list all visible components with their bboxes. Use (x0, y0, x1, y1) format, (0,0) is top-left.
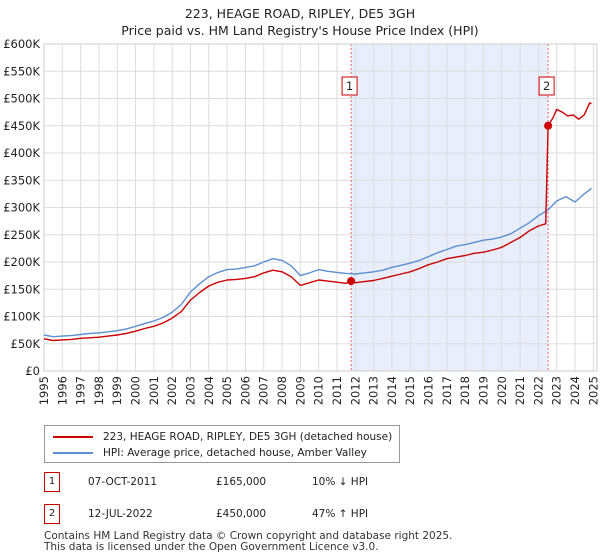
sale-marker-badge: 1 (44, 472, 60, 492)
x-tick-label: 1995 (37, 376, 51, 405)
plot-frame (43, 43, 598, 372)
legend-label-property: 223, HEAGE ROAD, RIPLEY, DE5 3GH (detach… (103, 431, 393, 443)
y-tick-label: £300K (3, 201, 40, 215)
y-tick-label: £0 (25, 364, 40, 378)
x-tick-label: 1999 (110, 376, 124, 405)
x-tick-label: 2024 (568, 376, 582, 405)
y-tick-label: £600K (3, 37, 40, 51)
legend-swatch-hpi (53, 452, 93, 454)
x-tick-label: 2004 (202, 376, 216, 405)
footer-copyright: Contains HM Land Registry data © Crown c… (44, 530, 453, 542)
sale-2-point (544, 121, 553, 130)
price-chart: 1 2 £0 £50K £100K £150K £200K £250K £300K £350K £4… (3, 37, 600, 405)
x-tick-label: 2013 (367, 376, 381, 405)
chart-title: 223, HEAGE ROAD, RIPLEY, DE5 3GH Price p… (0, 5, 600, 39)
sale-price: £165,000 (216, 476, 267, 488)
x-tick-label: 2015 (403, 376, 417, 405)
chart-legend: 223, HEAGE ROAD, RIPLEY, DE5 3GH (detach… (44, 425, 400, 463)
property-series-line (43, 102, 592, 342)
x-tick-label: 2023 (550, 376, 564, 405)
y-tick-label: £350K (3, 173, 40, 187)
x-tick-label: 1997 (74, 376, 88, 405)
sale-marker-badge: 2 (44, 504, 60, 524)
y-tick-label: £200K (3, 255, 40, 269)
y-tick-label: £100K (3, 310, 40, 324)
footer: Contains HM Land Registry data © Crown c… (44, 531, 452, 553)
sale-date: 07-OCT-2011 (88, 476, 157, 488)
x-tick-label: 2022 (531, 376, 545, 405)
chart-title-line1: 223, HEAGE ROAD, RIPLEY, DE5 3GH (184, 6, 416, 21)
x-tick-label: 2002 (165, 376, 179, 405)
sale-date: 12-JUL-2022 (88, 508, 153, 520)
x-tick-label: 2005 (220, 376, 234, 405)
y-tick-label: £550K (3, 64, 40, 78)
x-tick-label: 2000 (129, 376, 143, 405)
x-tick-label: 2001 (147, 376, 161, 405)
footer-licence: This data is licensed under the Open Gov… (44, 541, 379, 553)
x-tick-label: 1998 (92, 376, 106, 405)
sale-price: £450,000 (216, 508, 267, 520)
x-tick-label: 2010 (312, 376, 326, 405)
legend-label-hpi: HPI: Average price, detached house, Ambe… (103, 447, 367, 459)
x-tick-label: 2025 (586, 376, 600, 405)
x-tick-label: 2008 (275, 376, 289, 405)
x-tick-label: 2012 (348, 376, 362, 405)
y-tick-label: £450K (3, 119, 40, 133)
sale-1-badge-label: 1 (346, 79, 353, 93)
x-tick-label: 2018 (458, 376, 472, 405)
sale-hpi-change: 10% ↓ HPI (312, 476, 369, 488)
y-tick-label: £250K (3, 228, 40, 242)
sale-1-badge-box (341, 76, 358, 96)
x-tick-label: 2006 (238, 376, 252, 405)
x-tick-label: 2011 (330, 376, 344, 405)
x-tick-label: 2019 (476, 376, 490, 405)
x-tick-label: 2014 (385, 376, 399, 405)
sale-1-point (347, 277, 356, 286)
y-tick-label: £500K (3, 92, 40, 106)
x-tick-label: 2003 (183, 376, 197, 405)
x-tick-label: 2009 (293, 376, 307, 405)
x-tick-label: 2016 (422, 376, 436, 405)
y-tick-label: £150K (3, 282, 40, 296)
x-tick-label: 2017 (440, 376, 454, 405)
x-tick-label: 2020 (495, 376, 509, 405)
sale-2-badge-box (538, 76, 555, 96)
x-tick-label: 2021 (513, 376, 527, 405)
legend-swatch-property (53, 436, 93, 438)
sale-2-badge-label: 2 (543, 79, 550, 93)
x-tick-label: 1996 (55, 376, 69, 405)
sale-hpi-change: 47% ↑ HPI (312, 508, 369, 520)
x-tick-label: 2007 (257, 376, 271, 405)
hpi-series-line (43, 187, 592, 338)
y-tick-label: £50K (11, 337, 41, 351)
y-tick-label: £400K (3, 146, 40, 160)
chart-subtitle: Price paid vs. HM Land Registry's House … (121, 23, 479, 38)
